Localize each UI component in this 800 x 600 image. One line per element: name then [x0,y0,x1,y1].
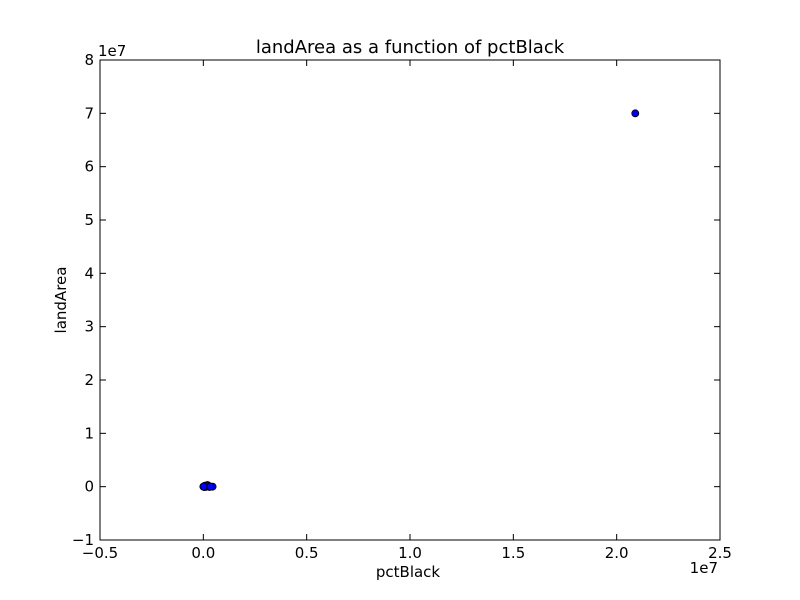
y-tick-label: 2 [84,371,94,389]
data-point [631,109,640,118]
x-axis-label: pctBlack [376,563,441,581]
y-tick-label: −1 [72,531,94,549]
x-tick-label: 2.5 [708,544,732,562]
x-tick-label: 2.0 [605,544,629,562]
data-point [206,482,215,491]
y-tick-label: 8 [84,51,94,69]
x-tick-label: 0.5 [295,544,319,562]
chart-title: landArea as a function of pctBlack [256,37,565,58]
x-offset-label: 1e7 [690,559,718,577]
y-tick-label: 1 [84,424,94,442]
y-tick-label: 6 [84,158,94,176]
x-tick-label: 1.5 [501,544,525,562]
x-tick-label: −0.5 [82,544,118,562]
y-offset-label: 1e7 [98,42,126,60]
y-tick-label: 4 [84,264,94,282]
data-point [199,482,208,491]
plot-area [99,59,721,541]
y-tick-label: 0 [84,478,94,496]
y-axis-label: landArea [52,267,70,334]
x-tick-label: 1.0 [398,544,422,562]
y-tick-label: 3 [84,318,94,336]
y-tick-label: 7 [84,104,94,122]
y-tick-label: 5 [84,211,94,229]
y-axis-ticks: −1 0 1 2 3 4 5 6 7 8 [72,51,720,549]
data-points [199,109,640,491]
x-tick-label: 0.0 [191,544,215,562]
x-axis-ticks: −0.5 0.0 0.5 1.0 1.5 2.0 2.5 [82,60,732,562]
